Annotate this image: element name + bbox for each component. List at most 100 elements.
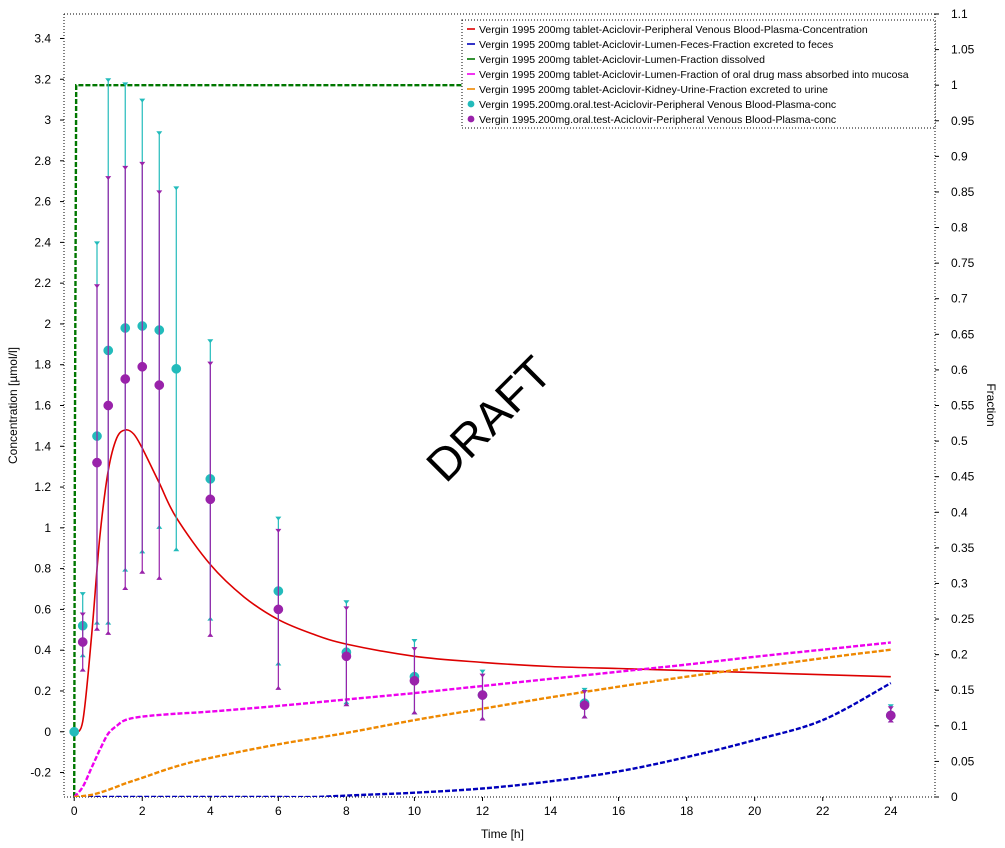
- y-tick-label: 3.4: [34, 31, 51, 45]
- legend-entry-label[interactable]: Vergin 1995 200mg tablet-Aciclovir-Perip…: [479, 24, 868, 36]
- data-point: [171, 363, 182, 374]
- legend-entry-label[interactable]: Vergin 1995.200mg.oral.test-Aciclovir-Pe…: [479, 99, 836, 111]
- x-tick-label: 24: [884, 804, 898, 818]
- error-cap-bottom: [411, 710, 418, 715]
- x-tick-label: 2: [139, 804, 146, 818]
- error-cap-top: [173, 186, 180, 191]
- y2-tick-label: 0.1: [951, 719, 968, 733]
- y2-tick-label: 0.15: [951, 683, 975, 697]
- y2-tick-label: 1: [951, 78, 958, 92]
- y2-axis-title: Fraction: [984, 383, 998, 426]
- x-tick-label: 0: [71, 804, 78, 818]
- error-cap-top: [343, 600, 350, 605]
- data-point: [885, 710, 896, 721]
- data-point: [205, 494, 216, 505]
- error-cap-top: [275, 528, 282, 533]
- data-point: [92, 457, 102, 468]
- legend-entry-label[interactable]: Vergin 1995 200mg tablet-Aciclovir-Lumen…: [479, 39, 833, 51]
- x-tick-label: 20: [748, 804, 762, 818]
- error-cap-top: [105, 176, 112, 181]
- legend-entry-label[interactable]: Vergin 1995 200mg tablet-Aciclovir-Lumen…: [479, 69, 909, 81]
- data-point: [69, 726, 80, 737]
- legend-box: [461, 19, 936, 129]
- y2-tick-label: 0.65: [951, 327, 975, 341]
- error-cap-bottom: [105, 630, 112, 635]
- data-point: [154, 380, 165, 390]
- y2-tick-label: 0.85: [951, 185, 975, 199]
- y-tick-label: -0.2: [30, 766, 51, 780]
- y-tick-label: 0.2: [34, 684, 51, 698]
- y2-tick-label: 1.1: [951, 7, 968, 21]
- data-point: [77, 637, 88, 647]
- y-tick-label: 0.8: [34, 562, 51, 576]
- legend-entry-label[interactable]: Vergin 1995 200mg tablet-Aciclovir-Kidne…: [479, 84, 828, 96]
- error-cap-top: [581, 687, 588, 692]
- data-point: [409, 675, 420, 686]
- error-cap-bottom: [79, 667, 86, 672]
- legend-entry-label[interactable]: Vergin 1995 200mg tablet-Aciclovir-Lumen…: [479, 54, 765, 66]
- error-cap-top: [207, 361, 214, 366]
- error-cap-top: [411, 647, 418, 652]
- legend[interactable]: Vergin 1995 200mg tablet-Aciclovir-Perip…: [461, 19, 936, 129]
- error-cap-bottom: [275, 685, 282, 690]
- series-line-5: [74, 648, 891, 797]
- error-cap-bottom: [581, 714, 588, 719]
- y2-tick-label: 1.05: [951, 43, 975, 57]
- y-tick-label: 2.8: [34, 154, 51, 168]
- y-tick-label: 0.6: [34, 602, 51, 616]
- error-cap-bottom: [343, 702, 350, 707]
- error-cap-bottom: [479, 716, 486, 721]
- y2-tick-label: 0.05: [951, 754, 975, 768]
- error-cap-bottom: [173, 547, 180, 552]
- y-tick-label: 3.2: [34, 72, 51, 86]
- legend-swatch-marker: [467, 100, 475, 108]
- error-cap-top: [79, 592, 86, 597]
- legend-entry-label[interactable]: Vergin 1995.200mg.oral.test-Aciclovir-Pe…: [479, 114, 836, 126]
- y-tick-label: 2.6: [34, 195, 51, 209]
- error-cap-bottom: [887, 718, 894, 723]
- x-tick-label: 8: [343, 804, 350, 818]
- error-cap-top: [887, 706, 894, 711]
- error-cap-top: [79, 612, 86, 617]
- y2-tick-label: 0.75: [951, 256, 975, 270]
- data-point: [137, 361, 148, 372]
- error-cap-top: [94, 284, 101, 289]
- y-tick-label: 3: [44, 113, 51, 127]
- error-cap-top: [411, 638, 418, 643]
- x-tick-label: 14: [544, 804, 558, 818]
- x-tick-label: 22: [816, 804, 830, 818]
- x-tick-label: 6: [275, 804, 282, 818]
- y2-tick-label: 0: [951, 790, 958, 804]
- y-tick-label: 2: [44, 317, 51, 331]
- series-points: [69, 78, 896, 737]
- error-cap-top: [343, 606, 350, 611]
- series-line-4: [73, 641, 891, 797]
- y2-tick-label: 0.55: [951, 399, 975, 413]
- series-line-2: [74, 682, 892, 797]
- y2-tick-label: 0.35: [951, 541, 975, 555]
- error-cap-top: [887, 704, 894, 709]
- x-tick-label: 4: [207, 804, 214, 818]
- error-cap-top: [122, 82, 129, 87]
- y2-tick-label: 0.9: [951, 149, 968, 163]
- error-cap-top: [275, 516, 282, 521]
- y-tick-label: 2.2: [34, 276, 51, 290]
- data-point: [103, 400, 114, 411]
- legend-swatch-marker: [467, 115, 475, 123]
- error-cap-top: [139, 98, 146, 103]
- error-cap-bottom: [94, 626, 101, 631]
- error-cap-top: [581, 689, 588, 694]
- x-tick-label: 18: [680, 804, 694, 818]
- y-tick-label: 1.2: [34, 480, 51, 494]
- error-cap-bottom: [156, 575, 163, 580]
- y-tick-label: 1.6: [34, 399, 51, 413]
- y2-tick-label: 0.8: [951, 221, 968, 235]
- x-tick-label: 16: [612, 804, 626, 818]
- y-axis-title: Concentration [µmol/l]: [6, 347, 20, 464]
- series-line-1: [73, 429, 891, 733]
- axes: 0 2 4 6 8 10 12 14 16 18 20 22 24-0.200.20.40.60.811…: [6, 7, 998, 841]
- x-tick-label: 12: [476, 804, 490, 818]
- y-tick-label: 1: [44, 521, 51, 535]
- y2-tick-label: 0.7: [951, 292, 968, 306]
